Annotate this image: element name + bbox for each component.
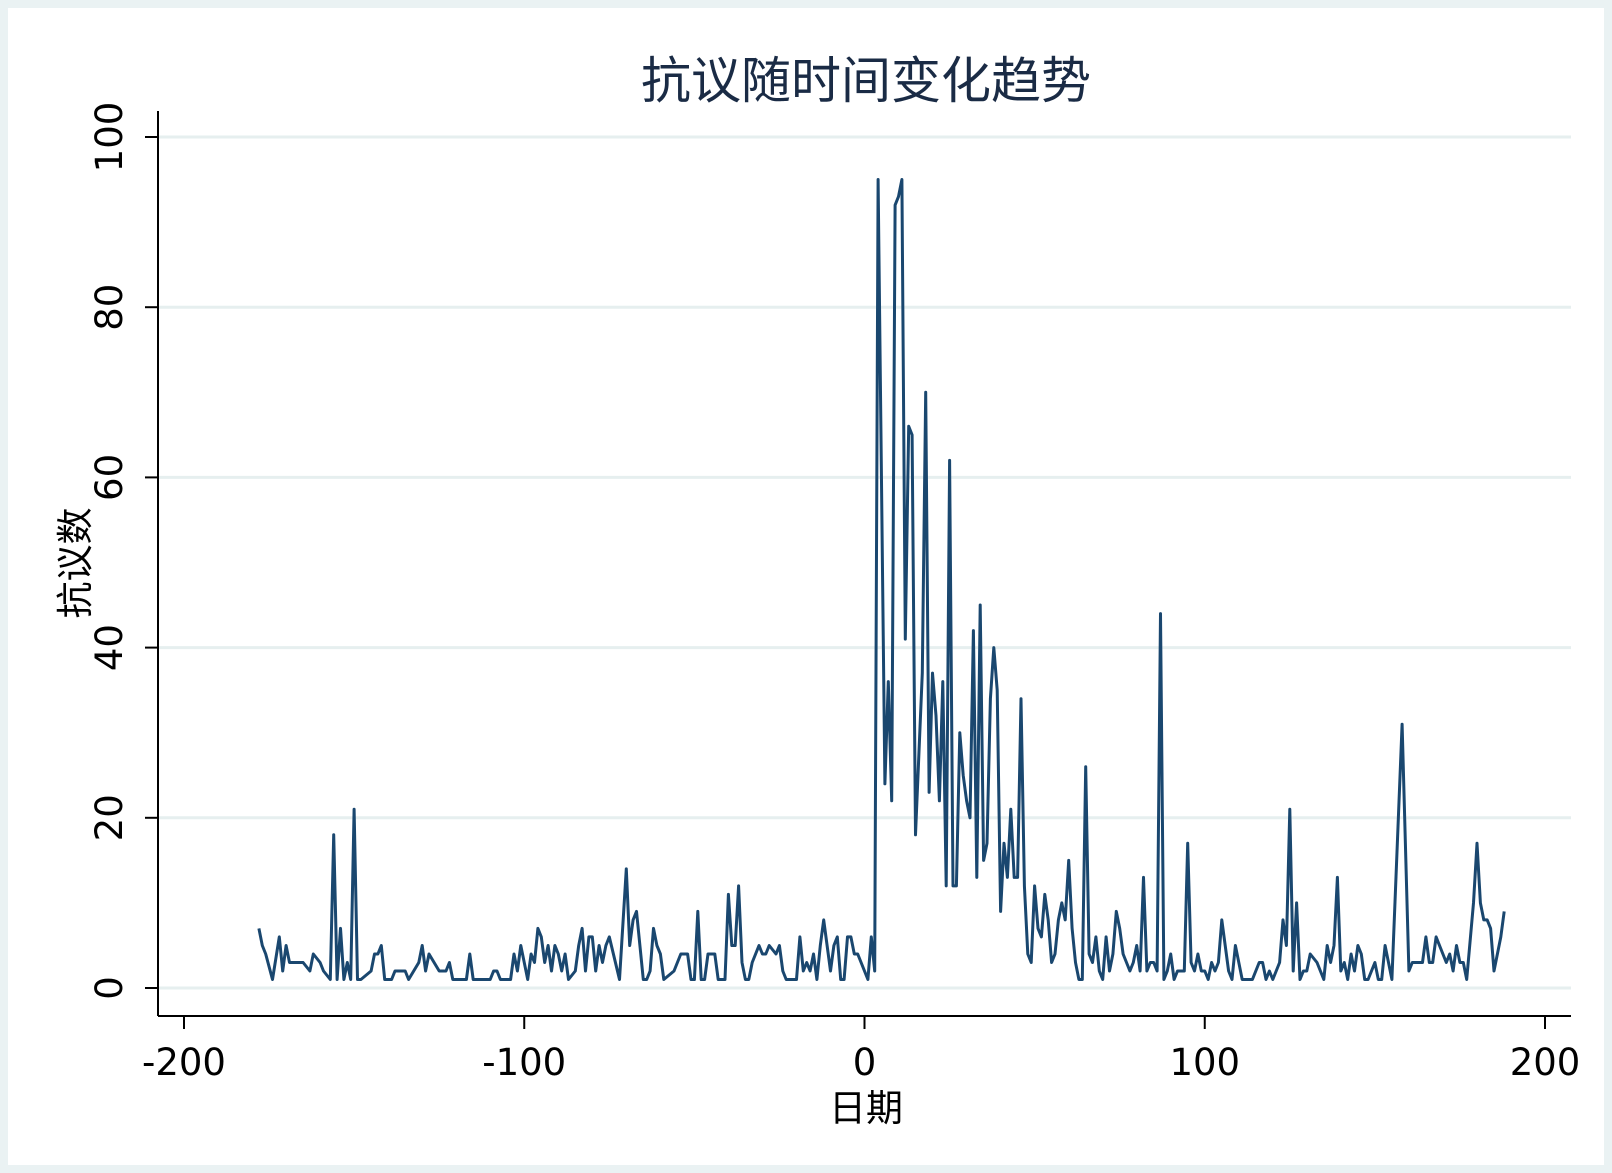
x-tick-label-200: 200: [1510, 1041, 1581, 1084]
y-tick-label-0: 0: [88, 976, 131, 1000]
y-tick-label-60: 60: [88, 454, 131, 501]
y-axis-label: 抗议数: [54, 508, 97, 619]
y-axis-ticks: 0 20 40 60 80 100: [88, 102, 158, 1000]
x-axis-label: 日期: [829, 1087, 903, 1130]
y-tick-label-80: 80: [88, 284, 131, 331]
y-tick-label-100: 100: [88, 102, 131, 173]
x-tick-label-100: 100: [1169, 1041, 1240, 1084]
series-line: [257, 178, 1506, 981]
y-tick-label-20: 20: [88, 794, 131, 841]
axes: [157, 111, 1571, 1017]
x-tick-label--100: -100: [482, 1041, 566, 1084]
gridlines: [159, 135, 1571, 990]
x-axis-ticks: -200 -100 0 100 200: [142, 1016, 1580, 1084]
y-tick-label-40: 40: [88, 624, 131, 671]
x-tick-label-0: 0: [853, 1041, 877, 1084]
chart-title: 抗议随时间变化趋势: [641, 52, 1091, 110]
x-tick-label--200: -200: [142, 1041, 226, 1084]
